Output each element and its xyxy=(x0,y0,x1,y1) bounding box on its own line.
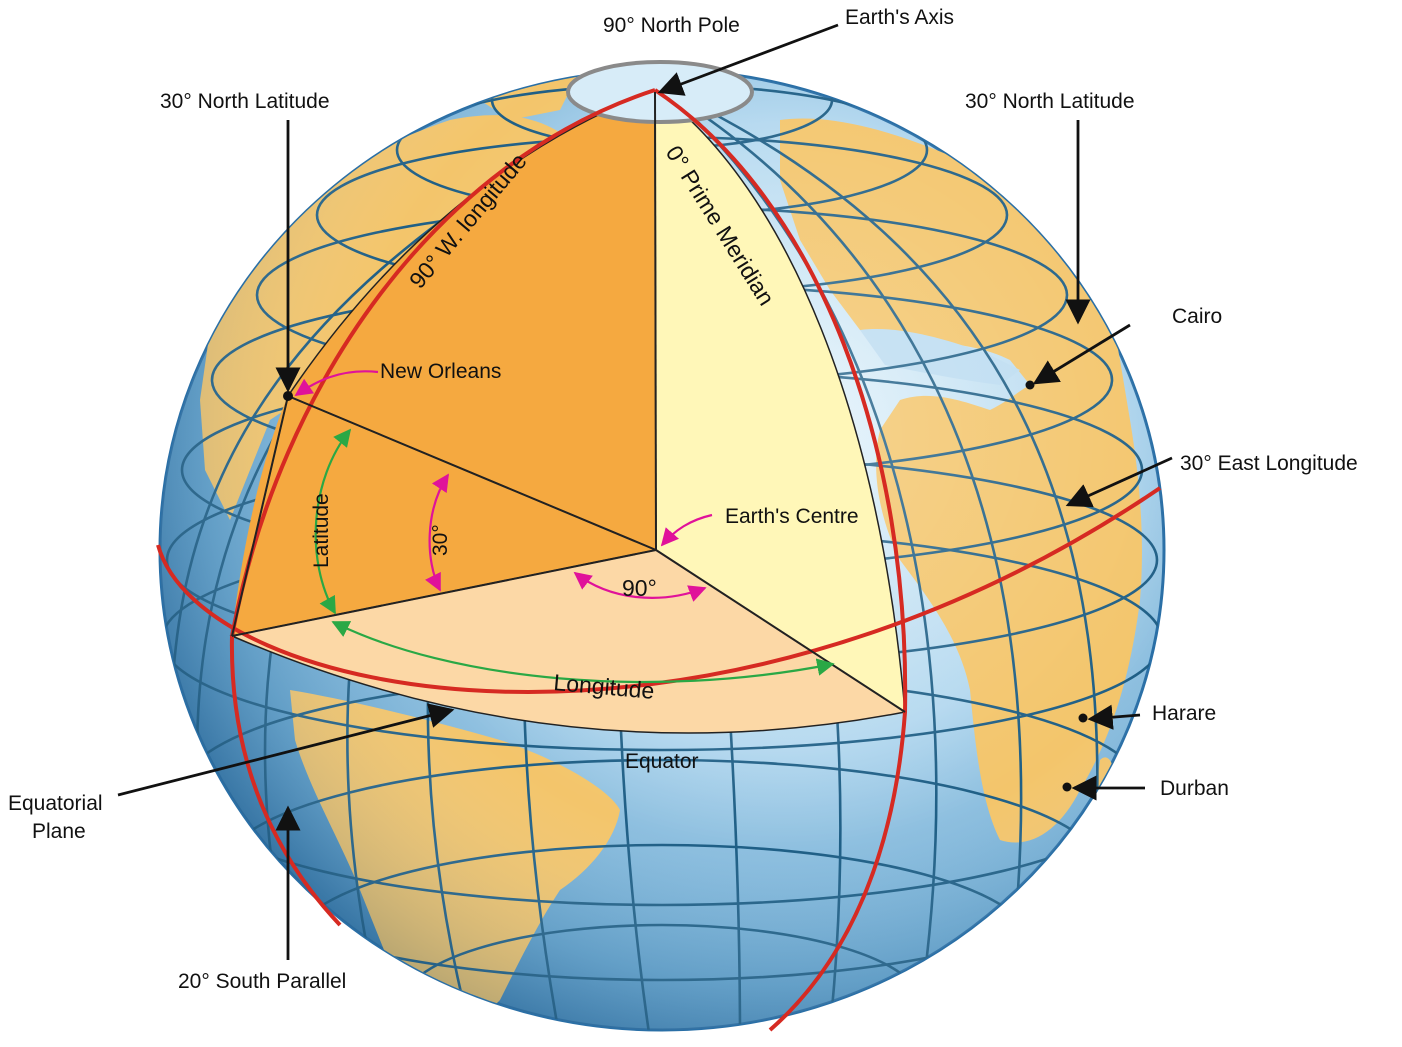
arrow-earths-axis xyxy=(657,23,839,96)
earths-axis-label: Earth's Axis xyxy=(845,6,954,29)
green-arrows xyxy=(314,428,835,684)
equator-label: Equator xyxy=(625,750,699,773)
arrow-cairo xyxy=(1032,323,1131,385)
durban-label: Durban xyxy=(1160,777,1229,800)
harare-label: Harare xyxy=(1152,702,1216,725)
equatorial-plane-label-line1: Equatorial xyxy=(8,792,103,815)
durban-dot xyxy=(1062,782,1072,792)
latitude-label: Latitude xyxy=(310,493,333,568)
wedge-meridian-quarter xyxy=(286,88,657,552)
arrow-new-orleans xyxy=(294,370,379,396)
arrow-earths-centre xyxy=(660,513,713,547)
arrow-east-longitude xyxy=(1065,456,1173,508)
east-longitude-label: 30° East Longitude xyxy=(1180,452,1358,475)
harare-dot xyxy=(1078,713,1088,723)
north-latitude-left-label: 30° North Latitude xyxy=(160,90,330,113)
new-orleans-dot xyxy=(283,391,293,401)
lat-angle-arc xyxy=(425,473,449,592)
latitude-arc xyxy=(314,428,352,615)
new-orleans-label: New Orleans xyxy=(380,360,501,383)
highlight-lines xyxy=(156,88,1162,1032)
magenta-arrows xyxy=(294,370,713,602)
lat-angle-label: 30° xyxy=(429,524,452,556)
cairo-dot xyxy=(1025,380,1035,390)
cairo-label: Cairo xyxy=(1172,305,1222,328)
earths-centre-label: Earth's Centre xyxy=(725,505,859,528)
lon-angle-label: 90° xyxy=(622,575,657,601)
north-latitude-right-label: 30° North Latitude xyxy=(965,90,1135,113)
prime-meridian-line xyxy=(653,88,908,1032)
north-pole-label: 90° North Pole xyxy=(603,14,740,37)
longitude-arc xyxy=(331,621,835,684)
wedge-prime-meridian xyxy=(654,88,906,714)
south-parallel-line xyxy=(229,635,342,927)
meridian-90w-line xyxy=(230,88,656,637)
arrow-equatorial-plane xyxy=(117,703,455,797)
equatorial-plane-label-line2: Plane xyxy=(32,820,86,843)
arrow-harare xyxy=(1087,704,1141,730)
lon-angle-arc xyxy=(573,571,707,602)
equator-line xyxy=(156,486,1162,694)
black-arrows xyxy=(117,23,1173,960)
south-parallel-label: 20° South Parallel xyxy=(178,970,346,993)
